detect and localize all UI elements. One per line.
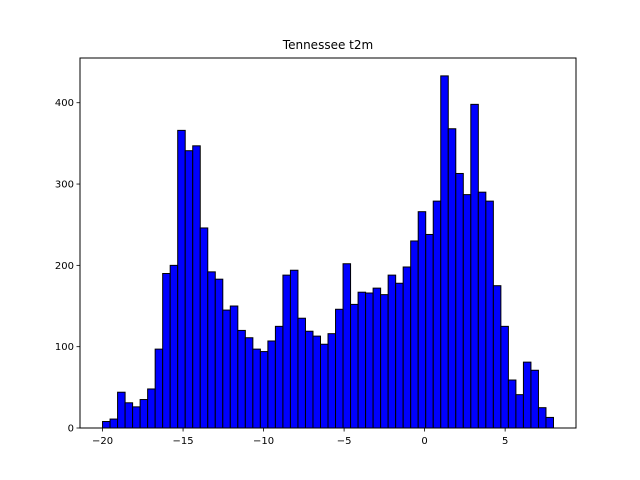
histogram-bar bbox=[545, 416, 554, 429]
histogram-bar bbox=[207, 271, 216, 429]
histogram-bar bbox=[259, 351, 269, 429]
y-tick-label: 200 bbox=[55, 261, 74, 272]
histogram-bar bbox=[447, 128, 457, 429]
histogram-bar bbox=[192, 145, 201, 429]
histogram-bar bbox=[485, 200, 494, 429]
histogram-bar bbox=[410, 240, 419, 429]
y-tick-label: 400 bbox=[55, 98, 74, 109]
histogram-bar bbox=[402, 266, 412, 429]
histogram-bar bbox=[139, 399, 149, 429]
histogram-bar bbox=[214, 278, 224, 429]
histogram-bar bbox=[162, 272, 171, 429]
x-axis-ticks: −20 −15 −10 −5 0 5 bbox=[92, 428, 508, 447]
histogram-bar bbox=[229, 305, 239, 429]
histogram-bar bbox=[350, 303, 359, 429]
histogram-bar bbox=[425, 233, 434, 429]
y-tick-label: 0 bbox=[68, 424, 74, 435]
histogram-bar bbox=[312, 335, 322, 429]
histogram-bar bbox=[199, 227, 209, 429]
histogram-bar bbox=[365, 292, 374, 429]
histogram-bar bbox=[304, 330, 314, 429]
histogram-bar bbox=[154, 348, 164, 429]
histogram-bar bbox=[537, 407, 547, 429]
histogram-bar bbox=[530, 369, 539, 429]
histogram-bar bbox=[252, 348, 261, 429]
x-tick-label: 5 bbox=[502, 436, 508, 447]
histogram-bar bbox=[522, 361, 532, 429]
y-tick-label: 300 bbox=[55, 180, 74, 191]
histogram-bar bbox=[492, 285, 502, 429]
histogram-bar bbox=[177, 129, 186, 429]
histogram-bar bbox=[237, 329, 246, 429]
histogram-bar bbox=[372, 287, 382, 429]
histogram-bar bbox=[335, 308, 344, 429]
histogram-bar bbox=[297, 317, 306, 429]
histogram-bar bbox=[387, 274, 397, 429]
histogram-bar bbox=[184, 150, 194, 429]
histogram-bar bbox=[124, 402, 134, 429]
x-tick-label: −20 bbox=[92, 436, 113, 447]
histogram-bar bbox=[380, 294, 389, 429]
x-tick-label: 0 bbox=[421, 436, 427, 447]
histogram-bar bbox=[244, 337, 254, 429]
histogram-bar bbox=[507, 379, 517, 429]
y-axis-ticks: 0 100 200 300 400 bbox=[55, 98, 80, 435]
histogram-bar bbox=[515, 394, 524, 429]
histogram-bar bbox=[417, 211, 427, 429]
x-tick-label: −5 bbox=[337, 436, 352, 447]
x-tick-label: −15 bbox=[173, 436, 194, 447]
histogram-bar bbox=[327, 333, 337, 429]
y-tick-label: 100 bbox=[55, 342, 74, 353]
axes-frame bbox=[79, 57, 577, 429]
histogram-bar bbox=[222, 309, 231, 429]
histogram-bar bbox=[432, 200, 442, 429]
histogram-bar bbox=[282, 274, 291, 429]
histogram-bar bbox=[357, 291, 367, 429]
histogram-bar bbox=[462, 194, 472, 429]
histogram-bar bbox=[267, 340, 276, 429]
x-tick-label: −10 bbox=[253, 436, 274, 447]
histogram-bar bbox=[395, 282, 404, 429]
histogram-bar bbox=[289, 269, 299, 429]
histogram-bar bbox=[440, 75, 449, 429]
histogram-bar bbox=[342, 263, 352, 429]
histogram-bar bbox=[147, 388, 156, 429]
histogram-bar bbox=[500, 325, 509, 429]
histogram-bar bbox=[102, 420, 111, 429]
histogram-bar bbox=[132, 406, 141, 429]
histogram-bar bbox=[477, 191, 487, 429]
histogram-bar bbox=[274, 325, 284, 429]
histogram-bar bbox=[117, 391, 126, 429]
histogram-bar bbox=[169, 264, 179, 429]
histogram-bar bbox=[455, 172, 464, 429]
histogram-bar bbox=[320, 343, 329, 429]
chart-title: Tennessee t2m bbox=[282, 38, 373, 52]
histogram-bar bbox=[109, 418, 119, 429]
histogram-bar bbox=[470, 103, 479, 429]
